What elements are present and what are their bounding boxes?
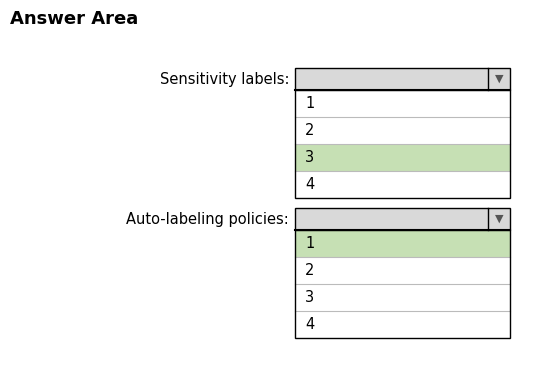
- Text: 2: 2: [305, 123, 314, 138]
- Bar: [295, 284, 510, 311]
- Text: 2: 2: [305, 263, 314, 278]
- Text: 3: 3: [305, 150, 314, 165]
- Text: 4: 4: [305, 177, 314, 192]
- Text: 3: 3: [305, 290, 314, 305]
- Text: Answer Area: Answer Area: [10, 10, 138, 28]
- Text: Sensitivity labels:: Sensitivity labels:: [159, 72, 289, 86]
- Bar: [295, 230, 510, 338]
- Bar: [295, 230, 510, 257]
- Bar: [295, 208, 510, 230]
- Bar: [295, 257, 510, 284]
- Bar: [295, 68, 510, 90]
- Bar: [295, 117, 510, 144]
- Text: ▼: ▼: [495, 214, 503, 224]
- Text: 4: 4: [305, 317, 314, 332]
- Bar: [295, 311, 510, 338]
- Text: Auto-labeling policies:: Auto-labeling policies:: [126, 212, 289, 226]
- Text: 1: 1: [305, 96, 314, 111]
- Bar: [295, 90, 510, 198]
- Bar: [295, 144, 510, 171]
- Bar: [295, 171, 510, 198]
- Bar: [295, 90, 510, 117]
- Text: ▼: ▼: [495, 74, 503, 84]
- Text: 1: 1: [305, 236, 314, 251]
